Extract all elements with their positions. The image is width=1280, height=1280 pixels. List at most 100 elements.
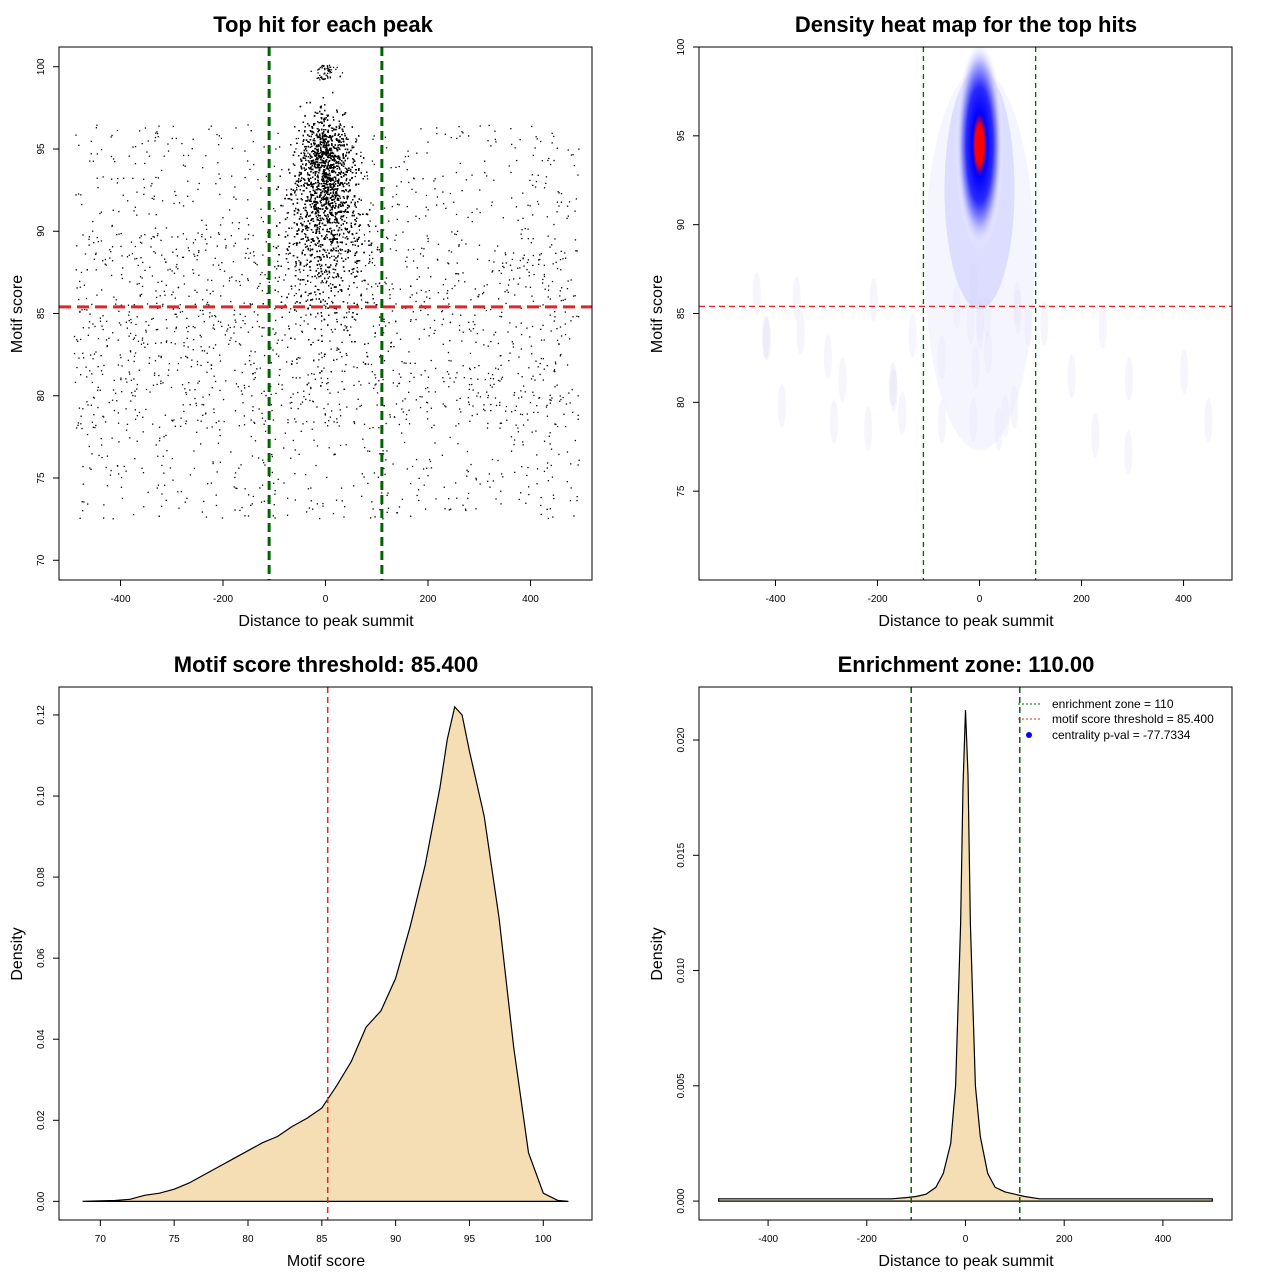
data-point xyxy=(297,408,299,410)
data-point xyxy=(284,334,286,336)
data-point xyxy=(185,393,188,395)
data-point xyxy=(97,366,99,368)
data-point xyxy=(157,455,159,457)
data-point xyxy=(425,215,427,217)
data-point xyxy=(564,311,566,313)
data-point xyxy=(212,327,214,329)
data-point xyxy=(247,279,249,282)
data-point xyxy=(398,423,400,426)
data-point xyxy=(398,506,401,508)
data-point xyxy=(163,436,165,438)
data-point xyxy=(437,292,439,294)
data-point xyxy=(199,309,201,312)
data-point xyxy=(455,171,458,174)
data-point xyxy=(531,174,533,176)
data-point xyxy=(228,280,231,282)
data-point xyxy=(456,137,458,140)
data-point xyxy=(147,491,149,493)
data-point xyxy=(167,143,169,145)
data-point xyxy=(131,392,133,394)
data-point xyxy=(164,294,166,296)
data-point xyxy=(272,419,275,421)
data-point xyxy=(187,247,189,249)
data-point xyxy=(494,138,496,141)
data-point xyxy=(391,283,393,285)
data-point xyxy=(243,415,245,417)
data-point xyxy=(320,282,322,284)
data-point xyxy=(99,317,101,319)
data-point xyxy=(254,351,256,353)
data-point xyxy=(175,313,177,315)
data-point xyxy=(566,288,569,290)
data-point xyxy=(550,464,552,467)
data-point xyxy=(189,389,191,391)
data-point xyxy=(178,507,180,509)
data-point xyxy=(244,150,246,152)
data-point xyxy=(201,403,203,406)
data-point xyxy=(266,277,268,280)
data-point xyxy=(80,415,82,417)
data-point xyxy=(299,283,301,285)
data-point xyxy=(295,269,297,272)
data-point xyxy=(187,195,189,197)
data-point xyxy=(326,383,328,385)
data-point xyxy=(200,364,202,367)
data-point xyxy=(78,357,80,359)
data-point xyxy=(445,406,447,408)
data-point xyxy=(536,483,538,485)
data-point xyxy=(86,309,88,311)
data-point xyxy=(251,503,253,505)
data-point xyxy=(89,467,91,469)
data-point xyxy=(117,412,119,414)
data-point xyxy=(553,370,555,372)
data-point xyxy=(521,396,523,398)
data-point xyxy=(96,236,98,239)
data-point xyxy=(256,287,259,289)
data-point xyxy=(95,269,97,271)
data-point xyxy=(437,243,440,245)
data-point xyxy=(361,473,363,475)
data-point xyxy=(185,355,187,357)
data-point xyxy=(430,359,432,362)
data-point xyxy=(382,518,384,520)
data-point xyxy=(313,421,315,423)
data-point xyxy=(540,328,542,330)
data-point xyxy=(337,140,339,142)
data-point xyxy=(202,299,204,301)
data-point xyxy=(340,253,342,255)
data-point xyxy=(125,378,127,380)
data-point xyxy=(264,464,266,466)
data-point xyxy=(308,382,310,384)
data-point xyxy=(399,288,401,290)
data-point xyxy=(222,285,225,287)
data-point xyxy=(106,455,109,457)
data-point xyxy=(192,242,195,244)
data-point xyxy=(547,289,550,291)
data-point xyxy=(241,506,243,509)
data-point xyxy=(374,336,376,338)
data-point xyxy=(102,176,104,178)
data-point xyxy=(295,377,297,379)
data-point xyxy=(436,258,439,260)
data-point xyxy=(531,295,533,297)
data-point xyxy=(128,155,130,157)
data-point xyxy=(558,205,560,207)
data-point xyxy=(366,178,369,180)
data-point xyxy=(341,500,343,502)
data-point xyxy=(521,333,523,336)
data-point xyxy=(330,244,332,246)
data-point xyxy=(175,194,177,196)
data-point xyxy=(522,444,524,446)
data-point xyxy=(540,253,542,255)
data-point xyxy=(177,268,179,270)
data-point xyxy=(305,398,307,400)
data-point xyxy=(475,477,477,479)
data-point xyxy=(458,244,460,246)
data-point xyxy=(372,325,375,327)
data-point xyxy=(285,231,287,233)
data-point xyxy=(263,146,265,148)
data-point xyxy=(188,250,190,252)
data-point xyxy=(239,284,241,286)
data-point xyxy=(459,408,461,410)
data-point xyxy=(79,310,81,313)
